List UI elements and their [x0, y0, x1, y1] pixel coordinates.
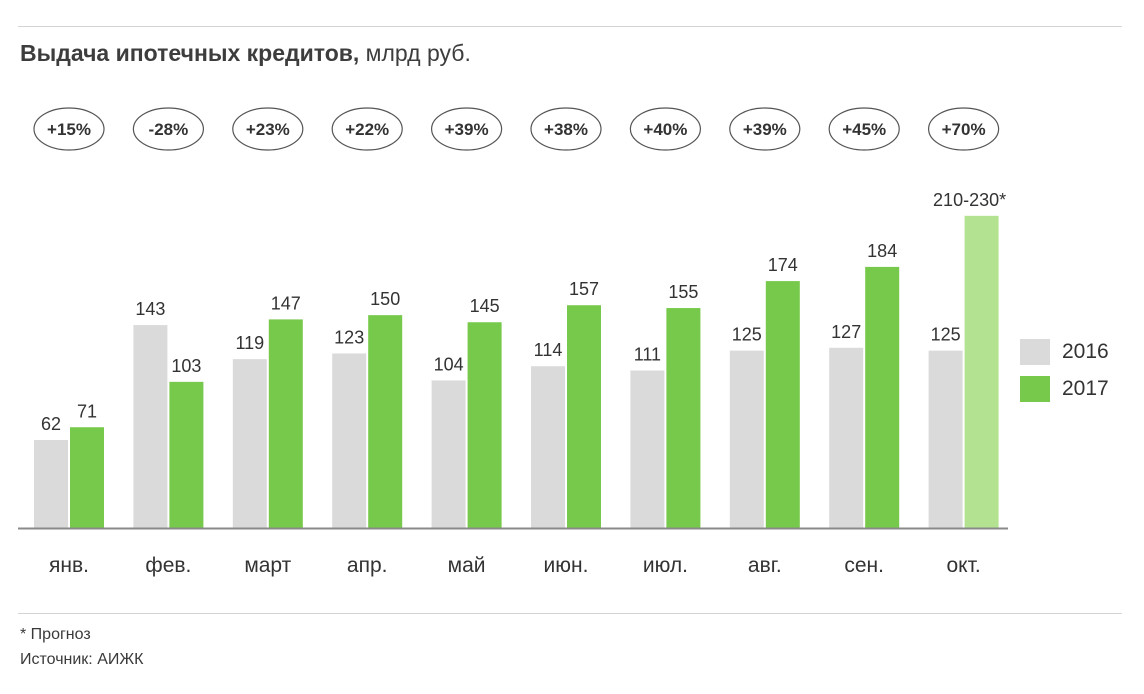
top-divider [18, 26, 1122, 27]
bar-2016-6 [630, 370, 665, 528]
x-tick-label-0: янв. [49, 554, 89, 577]
bar-2016-9 [928, 350, 963, 528]
growth-badge-8 [828, 107, 900, 151]
chart-title: Выдача ипотечных кредитов, млрд руб. [20, 40, 471, 67]
legend-swatch-2016 [1020, 339, 1050, 365]
value-label-2017-0: 71 [77, 401, 97, 421]
bar-2016-1 [133, 325, 168, 528]
growth-badge-5 [530, 107, 602, 151]
value-label-2016-9: 125 [931, 325, 961, 345]
x-tick-label-4: май [448, 554, 486, 577]
x-tick-label-7: авг. [748, 554, 782, 577]
value-label-2017-6: 155 [668, 282, 698, 302]
growth-label-1: -28% [149, 120, 189, 139]
growth-label-4: +39% [445, 120, 489, 139]
x-tick-label-5: июн. [544, 554, 589, 577]
value-label-2017-9: 210-230* [933, 190, 1006, 210]
value-label-2016-0: 62 [41, 414, 61, 434]
value-label-2017-4: 145 [470, 296, 500, 316]
value-label-2016-5: 114 [534, 340, 563, 360]
bar-2017-8 [865, 266, 900, 528]
bar-2017-5 [567, 305, 601, 528]
bar-2016-3 [332, 353, 367, 528]
growth-badge-7 [729, 107, 801, 151]
growth-badge-3 [331, 107, 403, 151]
forecast-footnote: * Прогноз [20, 626, 91, 643]
growth-badge-4 [431, 107, 503, 151]
x-tick-label-2: март [244, 554, 291, 577]
growth-label-7: +39% [743, 120, 787, 139]
growth-label-2: +23% [246, 120, 290, 139]
growth-badge-9 [927, 107, 1000, 151]
bar-2017-4 [467, 322, 502, 528]
growth-label-6: +40% [643, 120, 687, 139]
bar-2016-0 [34, 440, 68, 528]
source-note: Источник: АИЖК [20, 651, 144, 668]
growth-badge-0 [33, 107, 105, 151]
bar-2016-2 [232, 359, 267, 528]
chart-title-unit: млрд руб. [359, 40, 471, 66]
value-label-2017-8: 184 [867, 241, 897, 261]
value-label-2017-5: 157 [569, 279, 599, 299]
growth-label-8: +45% [842, 120, 886, 139]
bar-2016-8 [829, 347, 864, 528]
bar-2017-0 [70, 427, 104, 528]
x-tick-label-9: окт. [946, 554, 980, 577]
value-label-2017-7: 174 [768, 255, 798, 275]
x-tick-label-1: фев. [145, 554, 191, 577]
value-label-2016-1: 143 [135, 299, 165, 319]
legend-label-2016: 2016 [1062, 340, 1109, 363]
chart-title-bold: Выдача ипотечных кредитов, [20, 40, 360, 66]
bottom-divider [18, 613, 1122, 614]
value-label-2016-3: 123 [334, 327, 364, 347]
value-label-2016-7: 125 [732, 325, 762, 345]
bar-2017-7 [765, 281, 800, 528]
growth-label-5: +38% [544, 120, 588, 139]
bar-2016-4 [431, 380, 466, 528]
value-label-2016-6: 111 [634, 344, 661, 364]
value-label-2017-1: 103 [171, 356, 201, 376]
bar-2017-2 [268, 319, 303, 528]
bar-2017-6 [666, 308, 701, 528]
value-label-2016-2: 119 [235, 333, 264, 353]
growth-label-9: +70% [942, 120, 986, 139]
bar-2017-9 [964, 215, 999, 528]
value-label-2017-3: 150 [370, 289, 400, 309]
bar-2017-3 [368, 315, 403, 528]
value-label-2017-2: 147 [271, 293, 301, 313]
bar-2016-7 [729, 350, 764, 528]
growth-label-0: +15% [47, 120, 91, 139]
bar-2016-5 [531, 366, 565, 528]
x-tick-label-3: апр. [347, 554, 388, 577]
bar-2017-1 [169, 381, 204, 528]
x-tick-label-6: июл. [643, 554, 688, 577]
x-tick-label-8: сен. [844, 554, 884, 577]
legend-label-2017: 2017 [1062, 377, 1109, 400]
growth-badge-6 [629, 107, 702, 151]
growth-badge-2 [232, 107, 304, 151]
growth-label-3: +22% [345, 120, 389, 139]
value-label-2016-8: 127 [831, 322, 861, 342]
legend-swatch-2017 [1020, 376, 1050, 402]
growth-badge-1 [132, 107, 204, 151]
value-label-2016-4: 104 [434, 354, 464, 374]
